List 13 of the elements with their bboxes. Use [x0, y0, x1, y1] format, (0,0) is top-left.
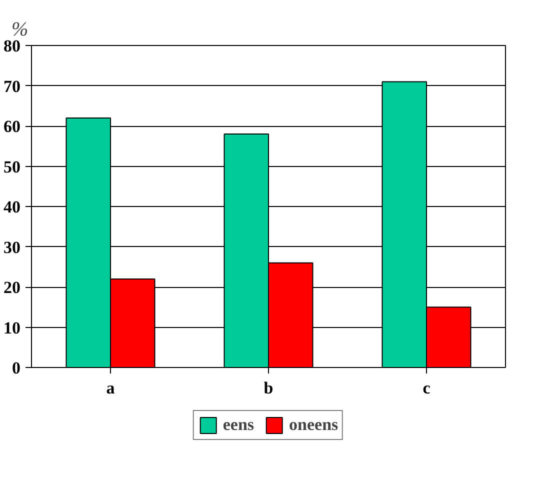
x-tick-label: c [422, 378, 431, 398]
x-tick-label: b [264, 378, 274, 398]
y-tick-label: 40 [4, 198, 20, 216]
legend-label: oneens [289, 415, 338, 435]
y-tick-label: 30 [4, 238, 20, 257]
y-tick-label: 60 [4, 117, 20, 136]
y-tick-label: 20 [4, 278, 20, 297]
legend-label: eens [222, 415, 254, 435]
x-tick-label: a [106, 378, 116, 398]
y-tick-label: 70 [4, 76, 20, 96]
y-tick-label: 0 [12, 358, 20, 378]
y-tick-label: 50 [4, 157, 20, 176]
y-tick-label: 10 [4, 318, 20, 338]
